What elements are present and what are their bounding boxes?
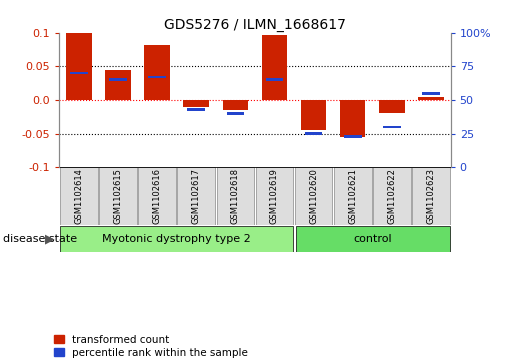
Bar: [379, 100, 405, 114]
Text: GSM1102616: GSM1102616: [152, 168, 162, 224]
Bar: [383, 126, 401, 128]
Title: GDS5276 / ILMN_1668617: GDS5276 / ILMN_1668617: [164, 18, 346, 32]
Bar: [60, 167, 97, 225]
Bar: [297, 225, 450, 252]
Bar: [99, 167, 136, 225]
Bar: [262, 35, 287, 100]
Bar: [148, 76, 166, 78]
Text: GSM1102619: GSM1102619: [270, 168, 279, 224]
Bar: [422, 92, 440, 95]
Bar: [256, 167, 293, 225]
Bar: [217, 167, 254, 225]
Bar: [109, 78, 127, 81]
Bar: [60, 225, 293, 252]
Text: GSM1102618: GSM1102618: [231, 168, 240, 224]
Text: GSM1102621: GSM1102621: [348, 168, 357, 224]
Bar: [105, 70, 131, 100]
Bar: [266, 78, 283, 81]
Bar: [373, 167, 410, 225]
Text: GSM1102623: GSM1102623: [426, 168, 436, 224]
Bar: [227, 112, 244, 115]
Text: GSM1102614: GSM1102614: [74, 168, 83, 224]
Bar: [305, 132, 322, 135]
Legend: transformed count, percentile rank within the sample: transformed count, percentile rank withi…: [54, 335, 248, 358]
Text: control: control: [353, 234, 392, 244]
Bar: [344, 135, 362, 138]
Bar: [144, 45, 170, 100]
Bar: [222, 100, 248, 110]
Bar: [334, 167, 371, 225]
Bar: [70, 72, 88, 74]
Text: GSM1102620: GSM1102620: [309, 168, 318, 224]
Text: GSM1102617: GSM1102617: [192, 168, 201, 224]
Bar: [340, 100, 366, 137]
Bar: [413, 167, 450, 225]
Text: disease state: disease state: [3, 234, 77, 244]
Bar: [139, 167, 176, 225]
Bar: [301, 100, 327, 130]
Bar: [187, 108, 205, 111]
Bar: [295, 167, 332, 225]
Bar: [178, 167, 215, 225]
Bar: [66, 33, 92, 100]
Text: Myotonic dystrophy type 2: Myotonic dystrophy type 2: [102, 234, 251, 244]
Bar: [183, 100, 209, 107]
Text: ▶: ▶: [45, 232, 55, 245]
Bar: [418, 97, 444, 100]
Text: GSM1102615: GSM1102615: [113, 168, 123, 224]
Text: GSM1102622: GSM1102622: [387, 168, 397, 224]
